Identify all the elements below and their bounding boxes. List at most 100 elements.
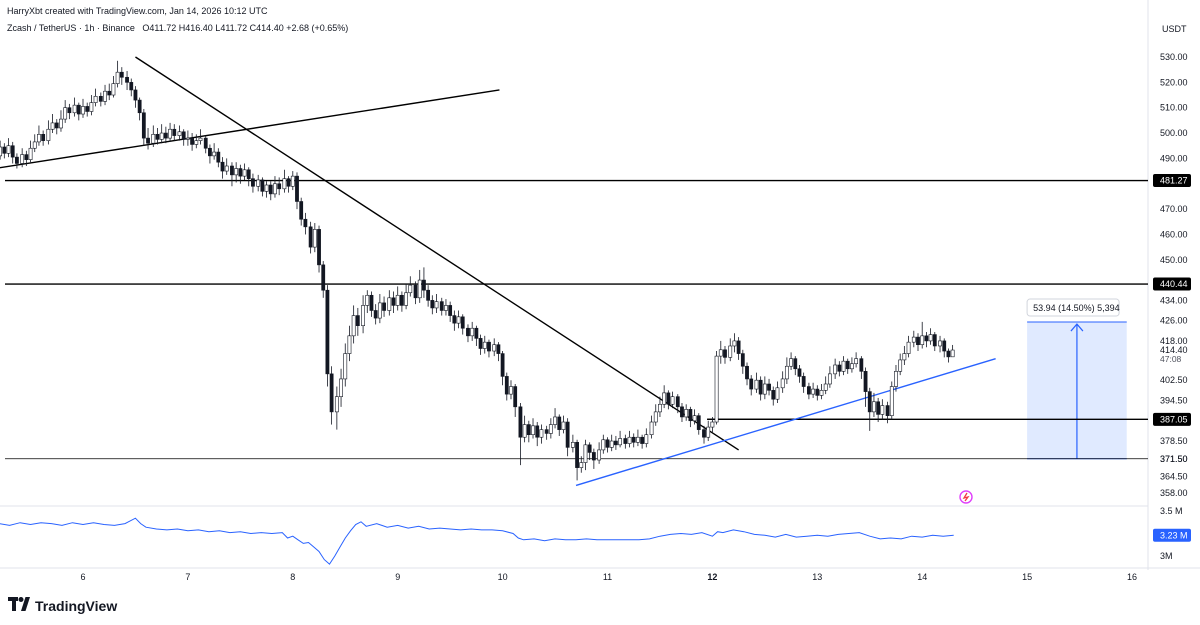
candle-body <box>767 383 771 391</box>
candle-body <box>10 145 15 158</box>
candle-body <box>286 178 291 187</box>
candle-body <box>906 341 911 354</box>
candle-body <box>880 405 885 415</box>
candle-body <box>242 169 247 177</box>
candle-body <box>391 297 396 306</box>
candle-body <box>575 442 579 468</box>
candle-body <box>823 383 828 391</box>
candle-body <box>548 424 553 434</box>
candle-body <box>535 425 540 438</box>
candle-body <box>662 392 667 405</box>
candle-body <box>369 294 374 311</box>
candle-body <box>793 358 798 370</box>
candle-body <box>789 358 793 367</box>
candle-body <box>898 359 903 372</box>
candle-body <box>775 387 780 400</box>
candle-body <box>20 154 25 164</box>
price-tick-label: 402.50 <box>1160 375 1188 385</box>
candle-body <box>6 145 11 154</box>
price-tick-label: 426.00 <box>1160 316 1188 326</box>
candle-body <box>718 349 723 357</box>
candle-body <box>692 415 697 422</box>
candle-body <box>859 358 864 372</box>
candle-body <box>801 376 806 387</box>
candle-body <box>46 128 51 141</box>
candle-body <box>439 301 444 311</box>
candle-body <box>565 421 570 448</box>
candle-body <box>399 294 404 306</box>
candle-body <box>89 102 94 112</box>
candle-body <box>133 89 138 101</box>
candle-body <box>714 355 719 423</box>
candle-body <box>268 184 273 195</box>
candle-body <box>710 421 715 428</box>
candle-body <box>740 353 745 367</box>
candle-body <box>282 178 287 190</box>
candle-body <box>531 425 535 435</box>
candle-body <box>72 104 77 114</box>
candle-body <box>920 335 925 346</box>
candle-body <box>601 439 606 451</box>
candle-body <box>482 341 487 349</box>
candle-body <box>732 340 737 347</box>
measure-arrow-head <box>1070 323 1084 332</box>
candle-body <box>59 118 63 129</box>
candle-body <box>827 373 832 385</box>
currency-label: USDT <box>1162 24 1187 34</box>
candle-body <box>264 184 269 192</box>
candle-body <box>277 183 282 190</box>
candle-body <box>141 112 146 139</box>
level-price-tag <box>1153 277 1191 291</box>
candle-body <box>246 169 251 179</box>
candle-body <box>24 154 29 160</box>
candle-body <box>850 363 854 370</box>
time-tick-label: 11 <box>603 572 612 582</box>
level-price-tag <box>1153 174 1191 188</box>
candle-body <box>928 334 933 342</box>
candle-body <box>702 429 706 438</box>
price-tick-label: 364.50 <box>1160 472 1188 482</box>
candle-body <box>902 353 907 361</box>
candle-body <box>93 95 98 103</box>
symbol-label[interactable]: Zcash / TetherUS · 1h · Binance <box>7 23 135 33</box>
time-tick-label: 6 <box>80 572 85 582</box>
price-tick-label: 470.00 <box>1160 204 1188 214</box>
price-tick-label: 450.00 <box>1160 255 1188 265</box>
candle-body <box>728 345 733 358</box>
candle-body <box>797 368 802 377</box>
candle-body <box>159 132 164 140</box>
candle-body <box>67 107 72 114</box>
time-tick-label: 7 <box>185 572 190 582</box>
candle-body <box>137 99 142 114</box>
time-tick-label: 14 <box>917 572 927 582</box>
candle-body <box>811 388 816 395</box>
candle-body <box>125 76 129 83</box>
candle-body <box>570 442 575 448</box>
candle-body <box>151 134 156 144</box>
flash-bolt-icon <box>962 492 970 502</box>
candle-body <box>644 434 649 444</box>
candle-body <box>696 415 701 430</box>
candle-body <box>299 201 304 220</box>
candle-body <box>452 315 457 324</box>
candle-body <box>627 436 632 444</box>
candle-body <box>377 302 382 319</box>
candle-body <box>460 316 465 329</box>
candle-body <box>155 134 160 140</box>
candle-body <box>749 378 754 390</box>
volume-current-label: 3.23 M <box>1160 530 1188 540</box>
candle-body <box>417 279 422 299</box>
candle-body <box>224 165 229 172</box>
candle-body <box>63 107 68 120</box>
candle-body <box>334 396 339 413</box>
candle-body <box>670 396 675 405</box>
candle-body <box>373 310 378 319</box>
price-tick-label: 418.00 <box>1160 336 1188 346</box>
last-price-label: 414.40 <box>1160 345 1188 355</box>
candle-body <box>666 392 671 405</box>
candle-body <box>591 452 596 461</box>
candle-body <box>754 379 759 390</box>
candle-body <box>771 390 776 400</box>
candle-body <box>168 128 172 139</box>
